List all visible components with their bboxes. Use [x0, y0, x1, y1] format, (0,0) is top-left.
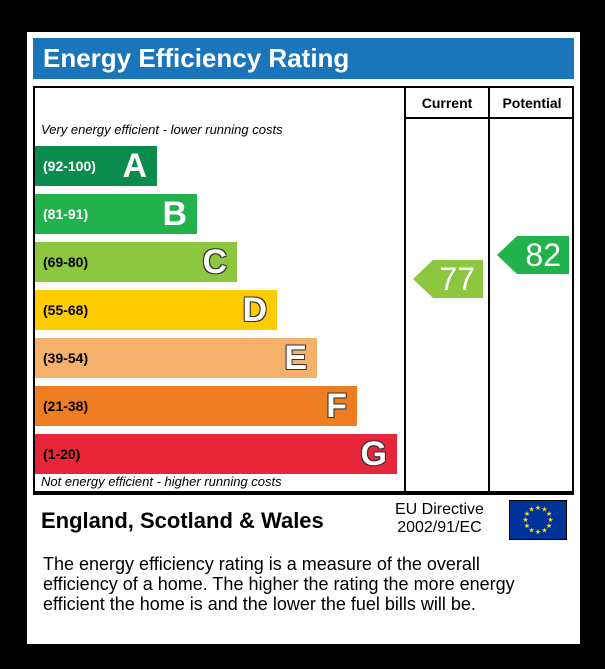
band-range: (39-54): [43, 350, 89, 366]
svg-text:★: ★: [541, 506, 547, 514]
rating-grid: Current Potential Very energy efficient …: [33, 86, 574, 495]
eu-flag-icon: ★ ★ ★ ★ ★ ★ ★ ★ ★ ★ ★ ★: [509, 500, 567, 540]
divider-potential: [488, 88, 490, 493]
directive-line-1: EU Directive: [395, 501, 484, 518]
footer-country: England, Scotland & Wales: [41, 508, 324, 533]
svg-text:★: ★: [522, 516, 528, 524]
band-e: (39-54) E: [35, 338, 317, 378]
svg-text:★: ★: [524, 510, 530, 518]
svg-text:★: ★: [528, 527, 534, 535]
band-letter: C: [202, 243, 227, 281]
svg-text:★: ★: [535, 528, 541, 536]
band-range: (1-20): [43, 446, 81, 462]
svg-text:★: ★: [528, 506, 534, 514]
band-letter: G: [360, 435, 387, 473]
chart-title: Energy Efficiency Rating: [33, 38, 574, 79]
svg-text:★: ★: [546, 510, 552, 518]
band-letter: D: [242, 291, 267, 329]
band-f: (21-38) F: [35, 386, 357, 426]
band-range: (21-38): [43, 398, 89, 414]
band-d: (55-68) D: [35, 290, 277, 330]
svg-text:★: ★: [535, 504, 541, 512]
band-b: (81-91) B: [35, 194, 197, 234]
divider-current: [404, 88, 406, 493]
band-g: (1-20) G: [35, 434, 397, 474]
band-range: (81-91): [43, 206, 89, 222]
current-rating-arrow: 77: [413, 260, 483, 298]
band-a: (92-100) A: [35, 146, 157, 186]
band-range: (55-68): [43, 302, 89, 318]
band-range: (92-100): [43, 158, 96, 174]
epc-card: Energy Efficiency Rating Current Potenti…: [27, 32, 580, 644]
svg-text:★: ★: [541, 527, 547, 535]
description-text: The energy efficiency rating is a measur…: [43, 554, 515, 614]
svg-text:★: ★: [547, 516, 553, 524]
band-c: (69-80) C: [35, 242, 237, 282]
potential-column-header: Potential: [502, 95, 562, 111]
top-note: Very energy efficient - lower running co…: [41, 122, 283, 137]
bottom-note: Not energy efficient - higher running co…: [41, 474, 282, 489]
header-underline: [404, 117, 572, 119]
band-range: (69-80): [43, 254, 89, 270]
potential-rating-arrow: 82: [497, 236, 569, 274]
footer-divider: [35, 491, 572, 493]
current-column-header: Current: [421, 95, 473, 111]
footer-directive: EU Directive 2002/91/EC: [395, 501, 484, 537]
band-letter: F: [326, 387, 347, 425]
band-letter: B: [162, 195, 187, 233]
band-letter: A: [122, 147, 147, 185]
directive-line-2: 2002/91/EC: [397, 519, 482, 536]
svg-text:★: ★: [546, 522, 552, 530]
band-letter: E: [284, 339, 307, 377]
svg-text:★: ★: [524, 522, 530, 530]
